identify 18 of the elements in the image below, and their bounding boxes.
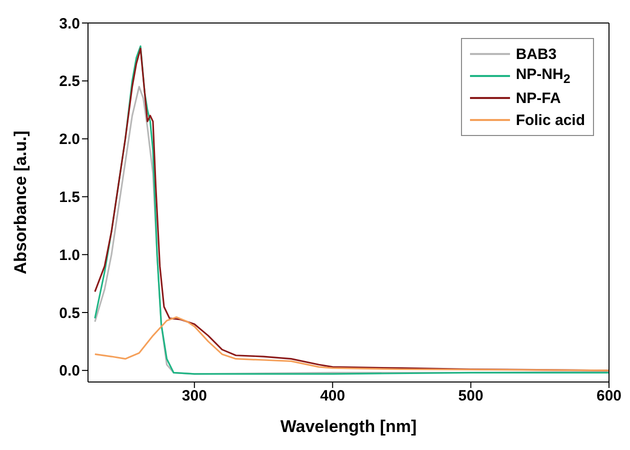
y-tick-label: 2.5: [59, 73, 80, 90]
y-tick-label: 1.5: [59, 189, 80, 206]
y-tick-label: 0.0: [59, 362, 80, 380]
y-tick-label: 3.0: [59, 15, 80, 32]
line-series: [94, 316, 609, 372]
x-axis-title: Wavelength [nm]: [280, 417, 417, 436]
x-tick-label: 500: [458, 388, 484, 405]
legend-label: BAB3: [516, 46, 557, 62]
y-tick-label: 0.5: [59, 304, 80, 322]
x-tick-label: 400: [320, 388, 346, 405]
y-tick-label: 2.0: [59, 131, 80, 148]
y-axis-title: Absorbance [a.u.]: [11, 130, 30, 274]
legend-label: Folic acid: [516, 112, 585, 128]
legend-label: NP-FA: [516, 90, 561, 106]
x-tick-label: 600: [596, 388, 622, 405]
legend-label: NP-NH$_{2}$: [516, 66, 570, 86]
x-tick-label: 300: [182, 388, 207, 405]
y-tick-label: 1.0: [59, 246, 80, 264]
